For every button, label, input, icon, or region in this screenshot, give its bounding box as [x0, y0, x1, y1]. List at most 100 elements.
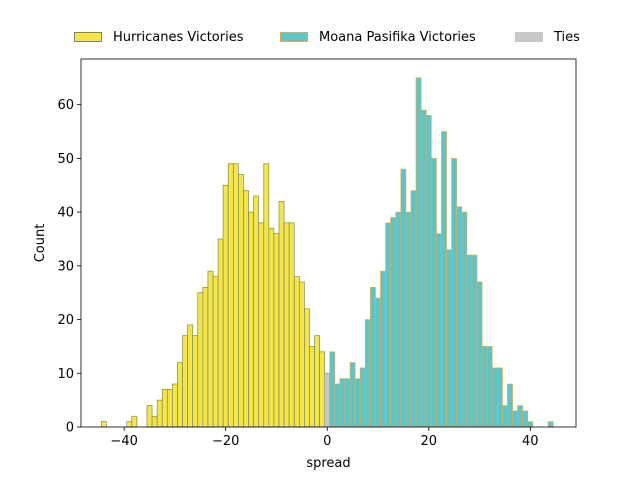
bar-moana-18: [415, 77, 422, 428]
bar-moana-12: [385, 222, 392, 428]
bar-hurricanes--39: [126, 421, 133, 428]
legend-item-moana: Moana Pasifika Victories: [280, 26, 476, 48]
y-tick-label: 20: [57, 313, 74, 328]
bar-moana-4: [344, 378, 351, 428]
y-axis-label: Count: [33, 224, 48, 263]
bar-hurricanes--15: [248, 211, 254, 428]
bar-moana-8: [364, 319, 371, 428]
bar-moana-19: [420, 109, 427, 428]
bar-moana-34: [496, 367, 503, 428]
bar-moana-6: [354, 378, 361, 428]
bar-moana-24: [446, 249, 452, 428]
bar-hurricanes--20: [222, 184, 229, 428]
legend-label-ties: Ties: [554, 29, 580, 45]
bar-moana-31: [481, 346, 488, 428]
bar-moana-39: [522, 410, 529, 428]
bar-moana-14: [395, 211, 402, 428]
bar-hurricanes--34: [151, 415, 158, 428]
x-axis-label: spread: [306, 456, 350, 471]
bar-hurricanes--44: [100, 421, 107, 428]
legend: Hurricanes Victories Moana Pasifika Vict…: [0, 26, 640, 48]
bar-moana-28: [466, 254, 473, 428]
bar-hurricanes--1: [319, 351, 326, 428]
y-tick-label: 0: [66, 421, 74, 436]
bar-moana-37: [512, 410, 518, 428]
bar-moana-38: [517, 405, 524, 428]
bar-moana-13: [390, 217, 397, 428]
bar-hurricanes--21: [217, 238, 224, 428]
bar-hurricanes--12: [263, 163, 270, 428]
bar-moana-16: [405, 211, 412, 428]
bar-moana-10: [375, 297, 381, 428]
legend-swatch-hurricanes: [74, 32, 102, 42]
bar-moana-7: [359, 367, 366, 428]
bar-hurricanes--7: [288, 222, 295, 428]
bar-hurricanes--17: [238, 174, 244, 428]
bar-moana-36: [507, 383, 513, 428]
bar-moana-29: [471, 254, 478, 428]
axes-frame: [80, 58, 577, 428]
bar-hurricanes--28: [182, 335, 188, 428]
bar-moana-44: [547, 421, 554, 428]
bar-ties-0: [324, 372, 331, 428]
bar-moana-2: [334, 383, 341, 428]
bar-moana-21: [430, 158, 437, 428]
y-tick-label: 50: [57, 152, 74, 167]
bar-moana-25: [451, 158, 458, 428]
bar-hurricanes--6: [293, 276, 300, 428]
bar-hurricanes--16: [243, 190, 249, 428]
bar-hurricanes--31: [166, 389, 173, 428]
bar-hurricanes--8: [283, 222, 290, 428]
legend-label-hurricanes: Hurricanes Victories: [113, 29, 244, 45]
bar-moana-32: [486, 346, 493, 428]
bars-layer: [100, 77, 554, 428]
bar-moana-17: [410, 190, 417, 428]
bar-moana-22: [436, 233, 442, 428]
bar-hurricanes--13: [258, 222, 265, 428]
legend-item-ties: Ties: [515, 26, 580, 48]
y-tick-label: 10: [57, 367, 74, 382]
bar-hurricanes--38: [131, 415, 138, 428]
bar-moana-3: [339, 378, 346, 428]
legend-swatch-ties: [515, 32, 543, 42]
y-axis-ticks: 0 10 20 30 40 50 60: [57, 98, 81, 436]
x-tick-label: 40: [522, 434, 539, 449]
bar-hurricanes--22: [212, 276, 219, 428]
bar-moana-9: [370, 286, 376, 428]
y-tick-label: 60: [57, 98, 74, 113]
bar-hurricanes--26: [192, 335, 199, 428]
bar-hurricanes--4: [304, 308, 310, 428]
bar-moana-5: [349, 362, 356, 428]
bar-hurricanes--30: [172, 383, 178, 428]
bar-moana-11: [380, 270, 386, 428]
bar-moana-26: [456, 206, 463, 428]
bar-hurricanes--25: [197, 292, 204, 428]
legend-label-moana: Moana Pasifika Victories: [319, 29, 476, 45]
x-tick-label: 0: [323, 434, 331, 449]
x-tick-label: −20: [212, 434, 239, 449]
legend-swatch-moana: [280, 32, 308, 42]
bar-hurricanes--23: [207, 270, 214, 428]
bar-moana-35: [502, 405, 508, 428]
bar-hurricanes--2: [314, 335, 320, 428]
bar-hurricanes--11: [268, 227, 275, 428]
bar-moana-23: [441, 131, 447, 428]
bar-moana-40: [527, 421, 534, 428]
y-tick-label: 40: [57, 206, 74, 221]
bar-moana-1: [329, 351, 336, 428]
y-tick-label: 30: [57, 259, 74, 274]
x-tick-label: −40: [110, 434, 137, 449]
bar-hurricanes--35: [146, 405, 153, 428]
bar-hurricanes--3: [309, 346, 315, 428]
x-tick-label: 20: [420, 434, 437, 449]
bar-hurricanes--18: [232, 163, 239, 428]
bar-moana-33: [491, 367, 498, 428]
bar-hurricanes--10: [273, 233, 280, 428]
bar-hurricanes--33: [156, 399, 163, 428]
bar-moana-27: [461, 211, 468, 428]
bar-hurricanes--32: [161, 389, 168, 428]
bar-hurricanes--5: [298, 281, 305, 428]
bar-hurricanes--14: [253, 195, 260, 428]
